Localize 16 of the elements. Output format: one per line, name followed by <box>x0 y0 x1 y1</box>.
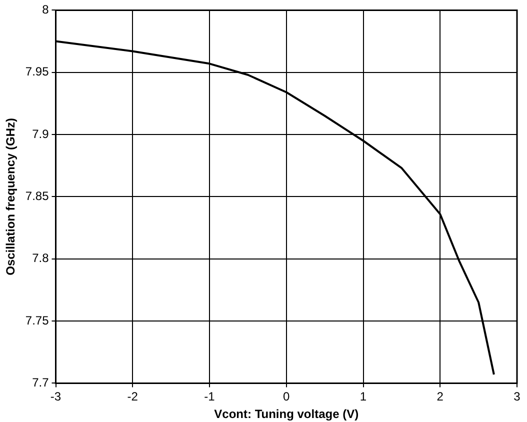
y-axis-title: Oscillation frequency (GHz) <box>4 118 18 276</box>
y-tick-label: 7.75 <box>25 313 50 328</box>
y-tick-label: 7.8 <box>32 251 50 266</box>
x-tick-label: -3 <box>50 390 62 404</box>
y-tick-label: 7.85 <box>25 189 50 204</box>
y-tick-label: 7.9 <box>32 126 50 141</box>
x-tick-label: 3 <box>514 390 521 404</box>
x-tick-label: 2 <box>436 390 444 404</box>
x-tick-label: 1 <box>360 390 367 404</box>
x-axis-title: Vcont: Tuning voltage (V) <box>214 407 359 422</box>
x-tick-label: -2 <box>127 390 138 404</box>
x-tick-label: -1 <box>204 390 216 404</box>
y-tick-label: 7.95 <box>25 64 50 79</box>
y-tick-label: 7.7 <box>32 376 50 390</box>
y-tick-label: 8 <box>42 2 50 17</box>
x-tick-label: 0 <box>283 390 290 404</box>
